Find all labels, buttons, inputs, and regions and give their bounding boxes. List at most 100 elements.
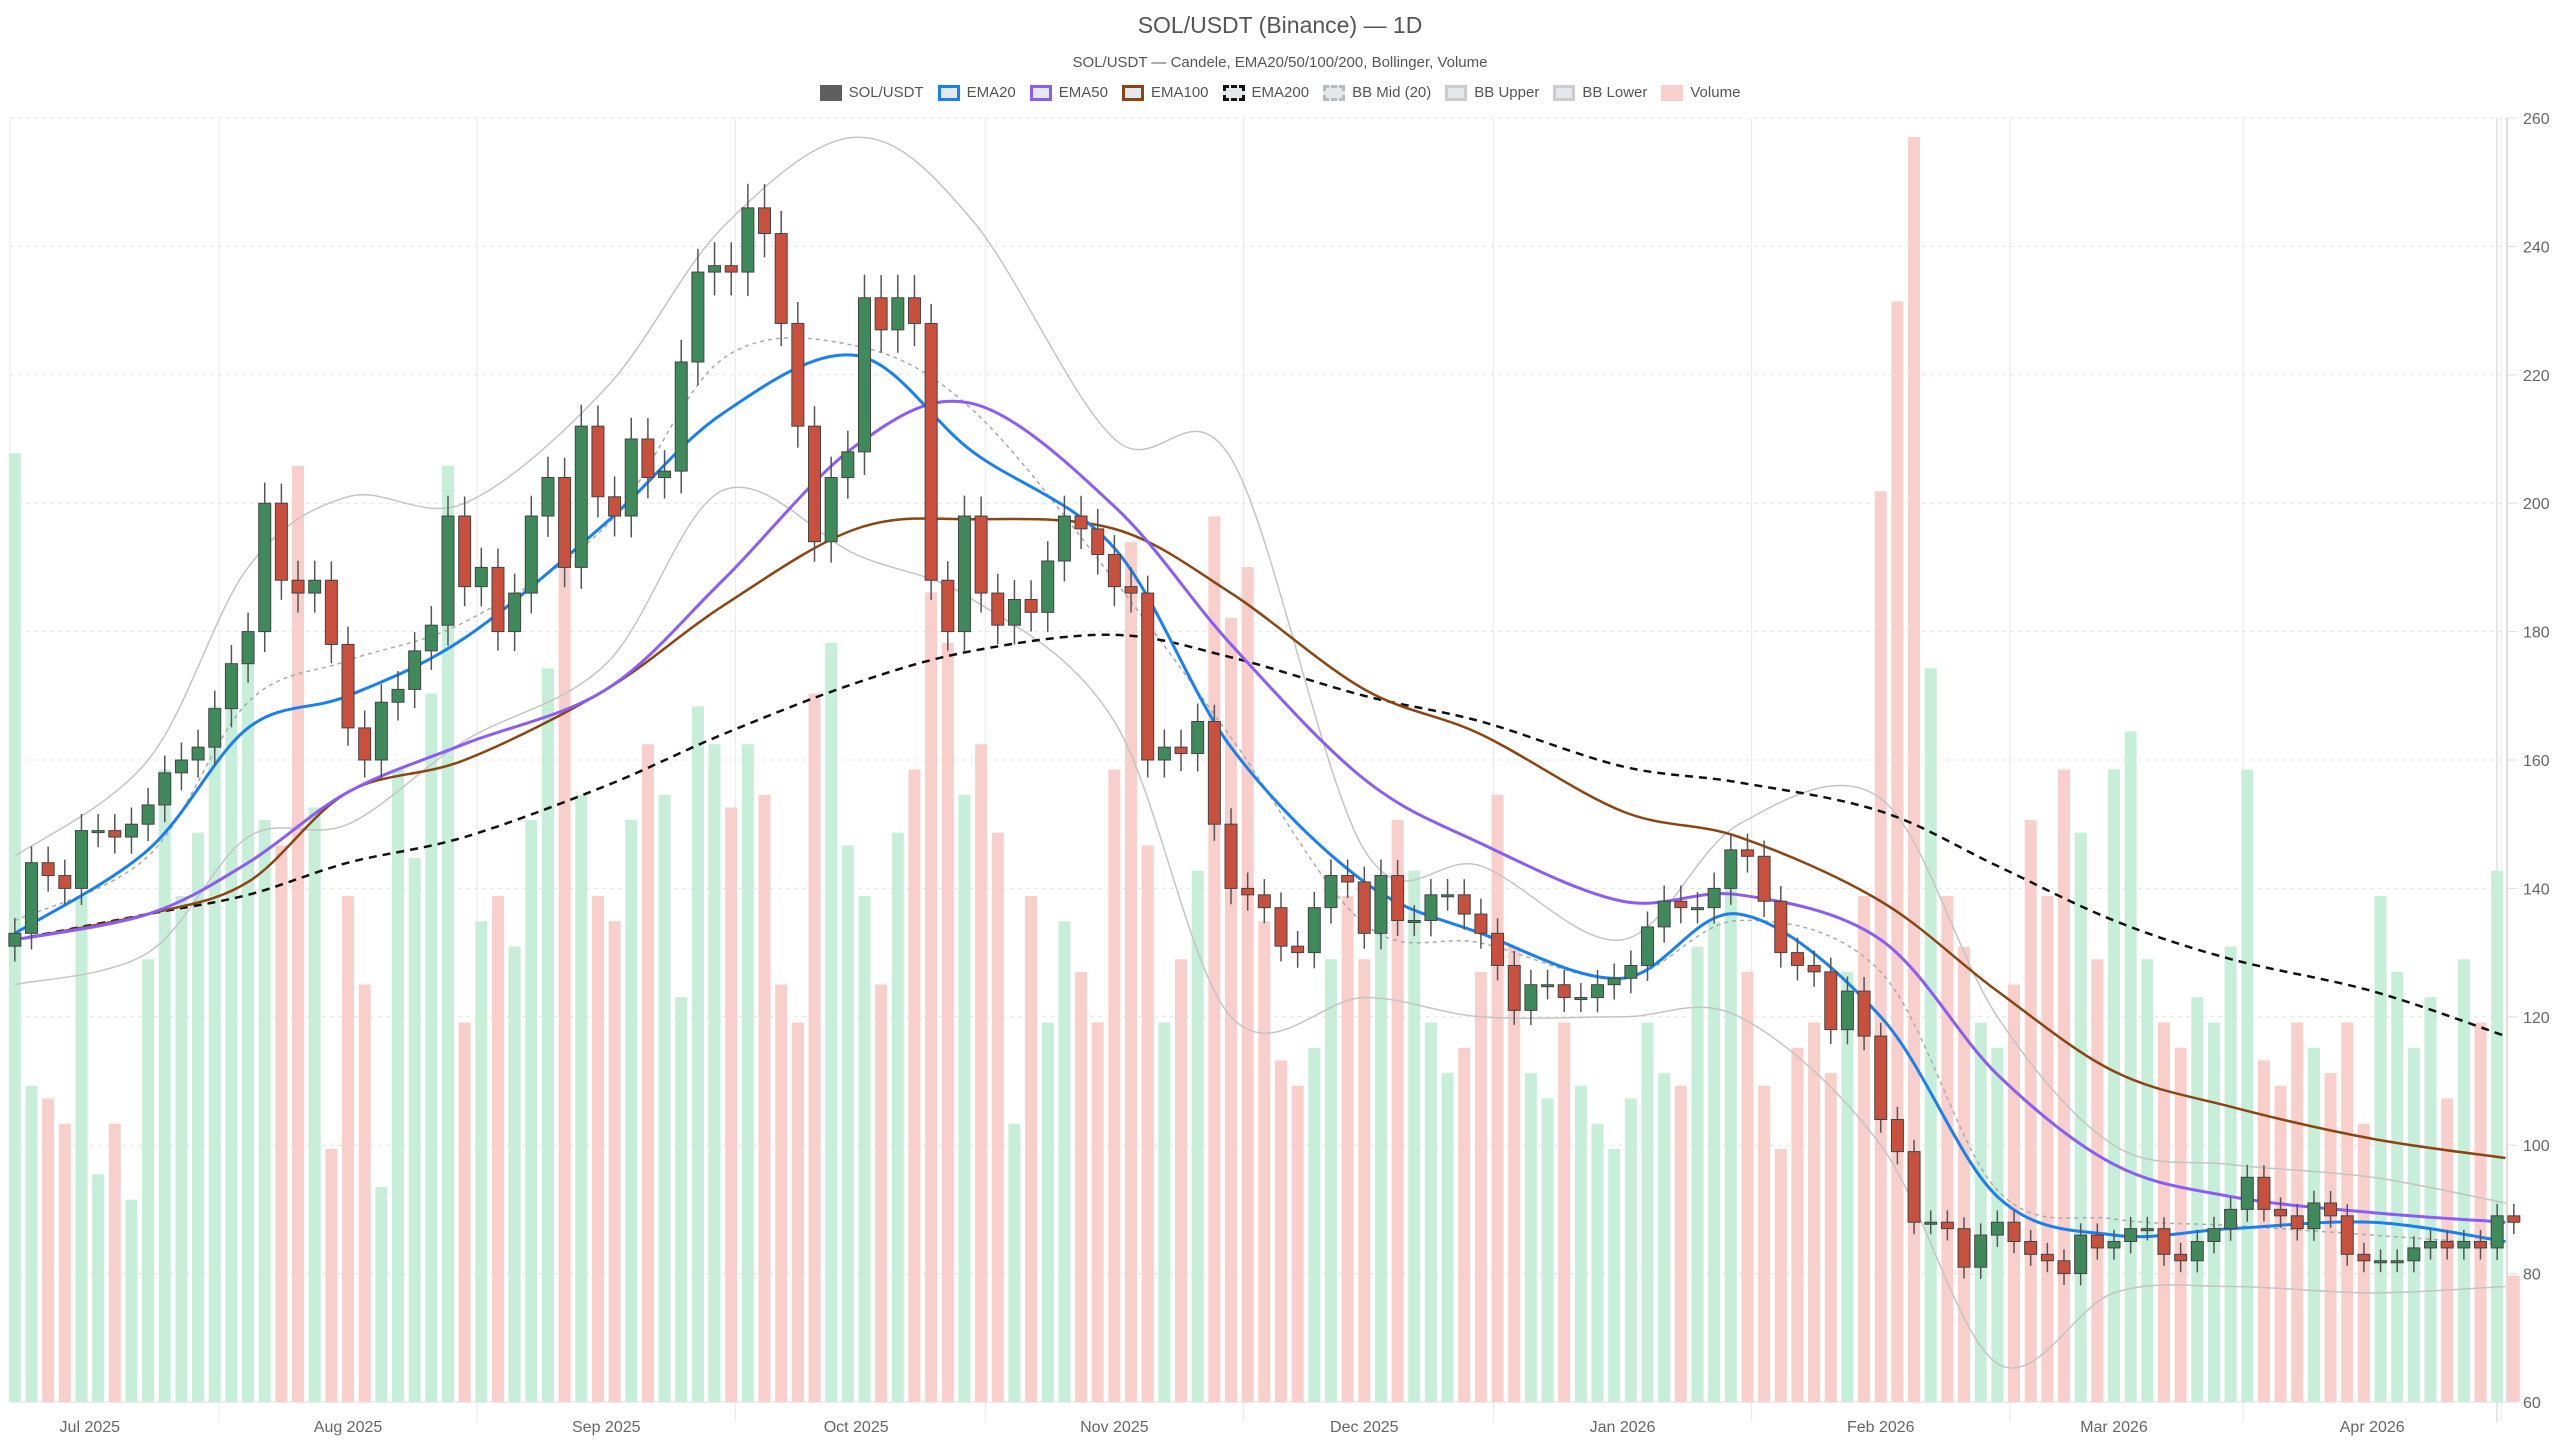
- volume-bar: [1808, 1022, 1821, 1402]
- volume-bar: [825, 643, 838, 1402]
- volume-bar: [908, 769, 921, 1402]
- volume-bar: [2224, 946, 2237, 1402]
- candle-body: [1241, 887, 1255, 896]
- legend-item-ema20[interactable]: EMA20: [937, 84, 1016, 101]
- legend-item-ema100[interactable]: EMA100: [1121, 84, 1209, 101]
- candle-body: [2374, 1260, 2388, 1264]
- candle-body: [857, 297, 871, 453]
- candle-body: [2440, 1241, 2454, 1249]
- volume-bar: [2457, 959, 2470, 1402]
- candle-body: [424, 624, 438, 652]
- legend-swatch: [1553, 84, 1576, 101]
- candle-body: [2390, 1260, 2404, 1264]
- candle-body: [1124, 586, 1138, 594]
- candle-body: [874, 297, 888, 331]
- candle-body: [2424, 1241, 2438, 1249]
- candle-body: [708, 265, 722, 273]
- candle-body: [291, 579, 305, 594]
- legend-item-bb-lower[interactable]: BB Lower: [1553, 84, 1647, 101]
- volume-bar: [1141, 845, 1154, 1402]
- volume-bar: [1374, 921, 1387, 1402]
- candle-body: [591, 425, 605, 498]
- y-tick-label: 60: [2523, 1395, 2541, 1412]
- legend-label: EMA100: [1150, 84, 1209, 101]
- volume-bar: [208, 706, 221, 1402]
- line-bb-mid-20-: [14, 337, 2506, 1246]
- y-tick-label: 100: [2523, 1138, 2550, 1155]
- volume-bar: [342, 896, 355, 1402]
- candle-body: [1491, 932, 1505, 966]
- volume-bar: [1691, 946, 1704, 1402]
- volume-bar: [1608, 1149, 1621, 1402]
- candle-body: [358, 727, 372, 761]
- volume-bar: [1291, 1085, 1304, 1402]
- candle-body: [674, 361, 688, 472]
- candle-body: [1374, 875, 1388, 934]
- volume-bar: [1408, 870, 1421, 1402]
- volume-bar: [1175, 959, 1188, 1402]
- volume-bar: [1324, 959, 1337, 1402]
- candle-body: [2140, 1228, 2154, 1232]
- chart-subtitle: SOL/USDT — Candele, EMA20/50/100/200, Bo…: [1072, 54, 1488, 71]
- volume-bar: [575, 794, 588, 1402]
- candle-body: [1424, 894, 1438, 922]
- volume-bar: [2041, 896, 2054, 1402]
- volume-bar: [1125, 541, 1138, 1402]
- candle-body: [1790, 952, 1804, 966]
- volume-bar: [1208, 516, 1221, 1402]
- legend-item-volume[interactable]: Volume: [1661, 84, 1740, 101]
- candle-body: [1990, 1221, 2004, 1236]
- candle-body: [2490, 1215, 2504, 1249]
- legend-item-bb-mid-20-[interactable]: BB Mid (20): [1323, 84, 1431, 101]
- candle-body: [391, 688, 405, 703]
- legend-label: BB Mid (20): [1352, 84, 1432, 101]
- candle-body: [1157, 746, 1171, 761]
- candle-body: [1291, 945, 1305, 954]
- legend-item-sol-usdt[interactable]: SOL/USDT: [819, 84, 924, 101]
- volume-bar: [2391, 971, 2404, 1402]
- candle-body: [1507, 964, 1521, 1011]
- candle-body: [1807, 964, 1821, 973]
- legend-item-ema50[interactable]: EMA50: [1029, 84, 1108, 101]
- volume-bar: [1341, 896, 1354, 1402]
- candle-body: [308, 579, 322, 594]
- volume-bar: [541, 668, 554, 1402]
- volume-bar: [1308, 1047, 1321, 1402]
- legend-item-ema200[interactable]: EMA200: [1222, 84, 1309, 101]
- volume-bar: [1558, 1022, 1571, 1402]
- volume-bar: [691, 706, 704, 1402]
- candle-body: [2007, 1221, 2021, 1242]
- volume-bar: [525, 820, 538, 1402]
- volume-bar: [725, 807, 738, 1402]
- candle-body: [208, 708, 222, 748]
- volume-bar: [808, 693, 821, 1402]
- volume-bar: [2507, 1275, 2520, 1402]
- legend-item-bb-upper[interactable]: BB Upper: [1445, 84, 1539, 101]
- legend-swatch: [937, 84, 960, 101]
- volume-bar: [608, 921, 621, 1402]
- volume-bar: [58, 1123, 71, 1402]
- volume-bar: [308, 807, 321, 1402]
- volume-bar: [2058, 769, 2071, 1402]
- candle-body: [458, 515, 472, 588]
- x-tick-label: Oct 2025: [824, 1419, 889, 1436]
- candle-body: [2057, 1260, 2071, 1275]
- legend-swatch: [1029, 84, 1052, 101]
- candle-body: [558, 477, 572, 568]
- volume-bar: [1274, 1060, 1287, 1402]
- indicator-lines: [14, 136, 2506, 1369]
- candle-body: [2157, 1228, 2171, 1255]
- candle-body: [2274, 1208, 2288, 1217]
- volume-bar: [2274, 1085, 2287, 1402]
- volume-bar: [1541, 1098, 1554, 1402]
- volume-bar: [2407, 1047, 2420, 1402]
- volume-bar: [1658, 1073, 1671, 1402]
- axes: 60 80 100 120 140 160 180 200 220 240 260 Jul 2025 A…: [60, 111, 2550, 1436]
- volume-bar: [1241, 567, 1254, 1402]
- candle-body: [124, 823, 138, 838]
- volume-bar: [1391, 820, 1404, 1402]
- volume-bar: [1508, 946, 1521, 1402]
- volume-bar: [491, 896, 504, 1402]
- candle-body: [408, 650, 422, 690]
- volume-bar: [1008, 1123, 1021, 1402]
